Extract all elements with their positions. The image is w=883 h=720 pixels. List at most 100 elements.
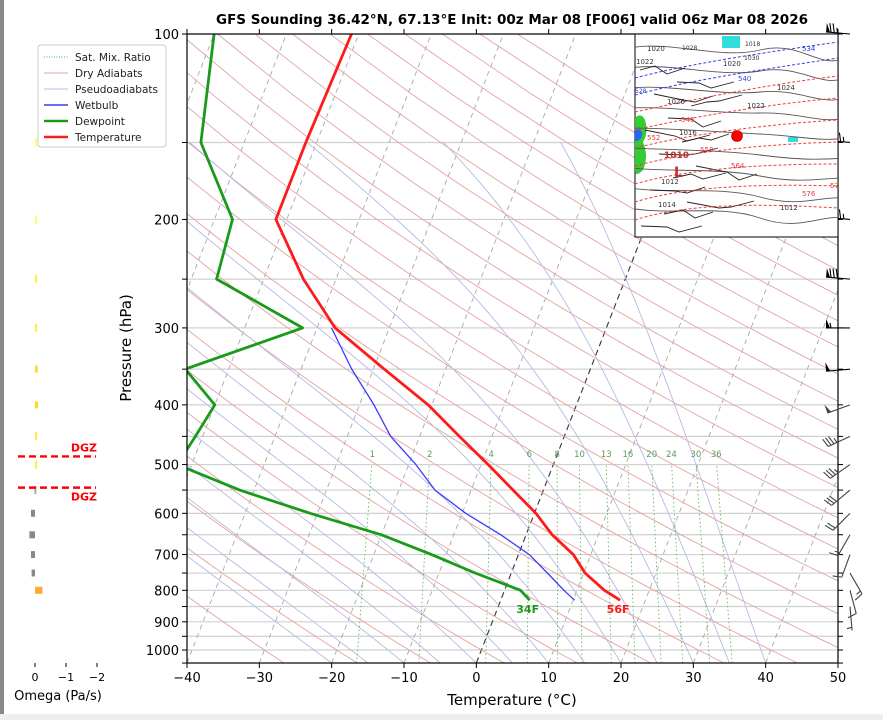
x-tick-label: −40 (173, 671, 200, 686)
map-label: 1020 (647, 45, 665, 53)
dry-adiabat (367, 34, 838, 322)
map-label: 558 (700, 146, 713, 154)
pseudoadiabat (187, 220, 622, 663)
omega-bar (35, 401, 39, 409)
wind-barb (847, 590, 857, 619)
pseudoadiabat (187, 286, 586, 663)
dry-adiabat (292, 34, 838, 375)
mixing-ratio-line (671, 464, 684, 663)
y-tick-label: 800 (154, 584, 179, 599)
map-label: 528 (635, 88, 647, 95)
mixing-ratio-label: 10 (574, 450, 585, 460)
y-tick-label: 700 (154, 549, 179, 564)
omega-bar (35, 215, 37, 224)
omega-bar (35, 365, 38, 373)
mixing-ratio-label: 8 (554, 450, 559, 460)
dry-adiabat (187, 71, 838, 489)
map-label: 1022 (747, 102, 765, 110)
mixing-ratio-line (418, 464, 430, 663)
window-edge (0, 0, 4, 720)
map-border (681, 133, 730, 143)
dry-adiabat (254, 34, 838, 402)
mixing-ratio-label: 24 (666, 450, 677, 460)
map-isobar (635, 127, 838, 140)
map-border (676, 81, 735, 89)
map-height-contour (635, 119, 838, 149)
map-label: 552 (647, 134, 660, 142)
y-tick-label: 1000 (146, 644, 179, 659)
omega-tick-label: −1 (58, 671, 74, 684)
mixing-ratio-line (627, 464, 636, 663)
y-tick-label: 500 (154, 459, 179, 474)
pseudoadiabat (187, 428, 477, 663)
wind-barb (846, 606, 853, 631)
map-label: L (674, 165, 683, 181)
map-label: 1030 (744, 55, 759, 62)
dry-adiabat (187, 500, 431, 663)
x-tick-label: −10 (390, 671, 417, 686)
mixing-ratio-label: 13 (601, 450, 612, 460)
y-tick-label: 300 (154, 322, 179, 337)
y-tick-label: 600 (154, 507, 179, 522)
x-axis-label: Temperature (°C) (446, 691, 576, 709)
mixing-ratio-label: 6 (527, 450, 532, 460)
pseudoadiabat (307, 142, 694, 663)
map-isobar (635, 147, 838, 160)
map-height-contour (635, 204, 838, 221)
legend-label: Sat. Mix. Ratio (75, 52, 151, 64)
mixing-ratio-label: 2 (427, 450, 432, 460)
wind-barb (823, 489, 851, 506)
y-tick-label: 200 (154, 213, 179, 228)
map-label: 1016 (679, 129, 697, 137)
isotherm (765, 475, 838, 663)
map-label: 564 (731, 162, 745, 170)
omega-bar (34, 486, 37, 495)
legend-label: Wetbulb (75, 100, 119, 112)
wind-barb (825, 362, 851, 372)
x-tick-label: 0 (472, 671, 480, 686)
wind-barb (832, 554, 851, 578)
mixing-ratio-line (556, 464, 559, 663)
map-height-contour (635, 163, 838, 185)
map-border (695, 165, 758, 181)
x-tick-label: −30 (246, 671, 273, 686)
map-label: 576 (802, 190, 816, 198)
chart-title: GFS Sounding 36.42°N, 67.13°E Init: 00z … (216, 12, 808, 28)
mixing-ratio-line (526, 464, 530, 663)
surface-annotations: 34F 56F (516, 603, 629, 616)
dry-adiabat (187, 105, 838, 519)
omega-bar (29, 531, 35, 539)
dry-adiabat (187, 288, 798, 663)
wind-barb (826, 268, 851, 280)
map-border (667, 117, 722, 128)
precip-area (788, 137, 798, 142)
pseudoadiabat (187, 341, 550, 663)
dry-adiabat (329, 34, 838, 348)
map-isobar (635, 107, 838, 121)
omega-bar (31, 509, 35, 517)
dry-adiabat (187, 328, 725, 663)
map-label: 1026 (667, 98, 685, 106)
dgz-label: DGZ (71, 441, 97, 454)
x-tick-label: 20 (613, 671, 630, 686)
omega-bar (35, 586, 43, 594)
map-label: 1022 (636, 58, 654, 66)
wind-barb (824, 404, 851, 414)
map-height-contour (635, 75, 838, 113)
omega-tick-label: −2 (89, 671, 105, 684)
dewpoint-surface-label: 34F (516, 603, 539, 616)
y-tick-label: 900 (154, 616, 179, 631)
x-tick-label: 50 (830, 671, 847, 686)
map-isobar (635, 66, 838, 81)
wind-barb (829, 534, 851, 557)
dry-adiabat (187, 39, 838, 459)
map-label: 540 (738, 75, 751, 83)
window-bottom-edge (0, 714, 883, 720)
temperature-line (274, 34, 621, 602)
map-label: 1010 (664, 151, 689, 161)
map-isobar (635, 167, 838, 181)
pseudoadiabat (187, 464, 441, 663)
x-tick-label: 10 (540, 671, 557, 686)
isotherm (258, 34, 504, 663)
map-label: 534 (802, 45, 816, 53)
